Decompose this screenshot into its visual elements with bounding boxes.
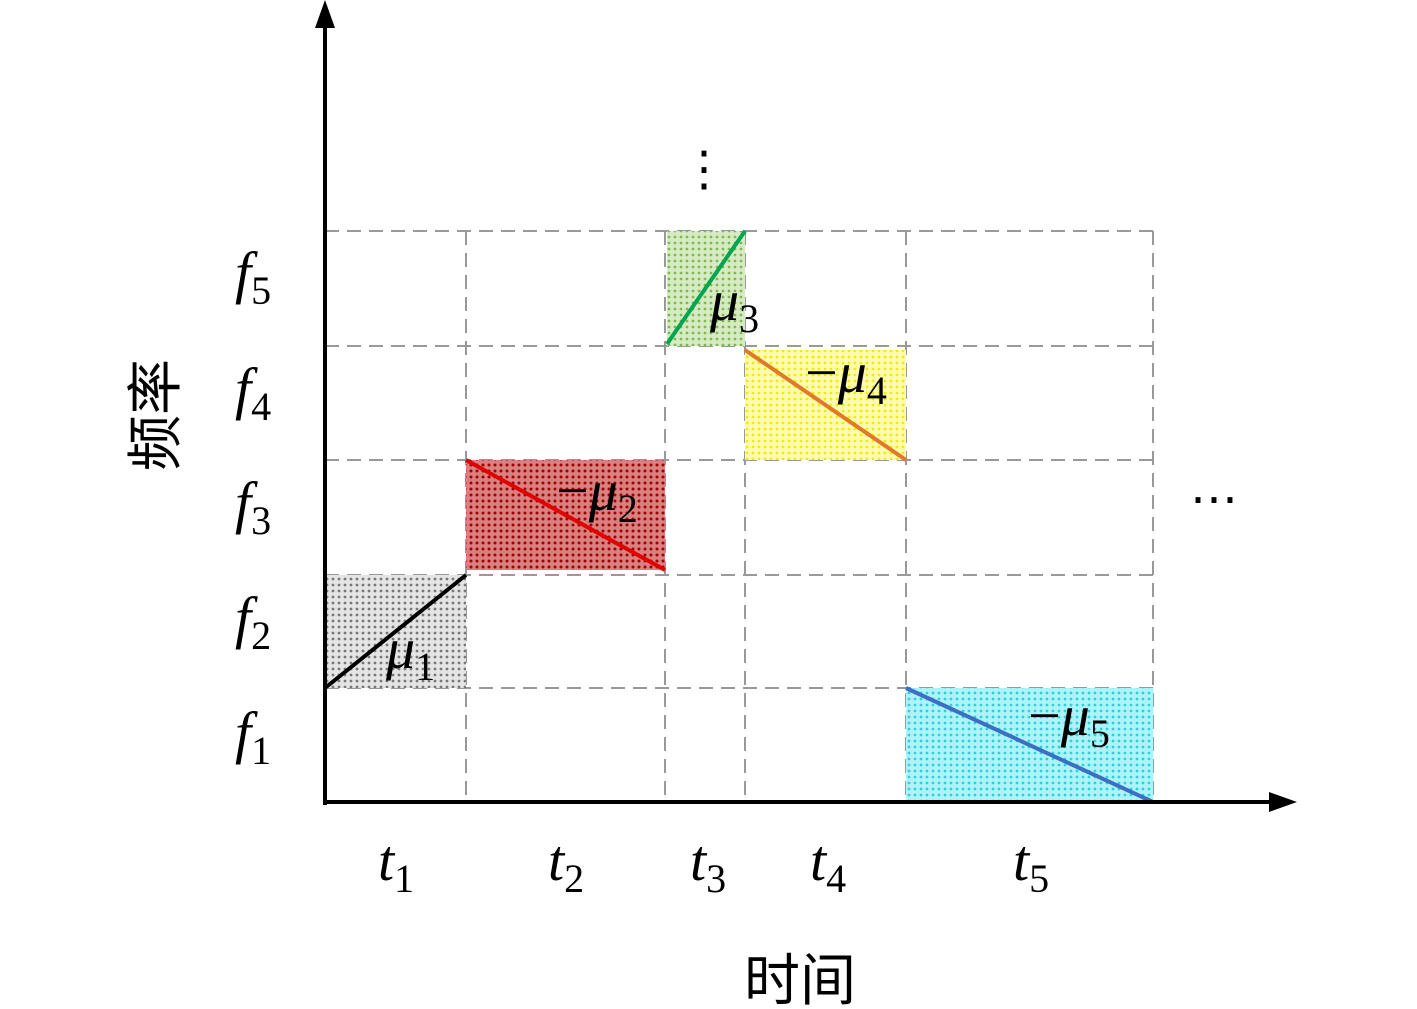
symbol: μ <box>588 458 618 523</box>
chirp-line <box>743 348 908 462</box>
x-axis-arrow <box>1269 792 1297 812</box>
symbol: t <box>1013 828 1031 893</box>
symbol: μ <box>1060 683 1090 748</box>
regions <box>323 229 1154 804</box>
x-axis-label: 时间 <box>744 949 856 1009</box>
symbol: μ <box>837 340 867 405</box>
subscript: 4 <box>251 384 271 429</box>
vertical-ellipsis: ⋮ <box>680 141 728 197</box>
frequency-label: f1 <box>235 700 271 773</box>
subscript: 2 <box>251 613 271 658</box>
chirp-rate-label: −μ4 <box>805 340 887 413</box>
sign: − <box>556 458 589 523</box>
subscript: 3 <box>251 498 271 543</box>
sign: − <box>1028 683 1061 748</box>
subscript: 4 <box>826 856 846 901</box>
chirp-rate-label: −μ2 <box>556 458 638 531</box>
subscript: 5 <box>1090 711 1110 756</box>
frequency-label: f5 <box>235 240 271 313</box>
symbol: t <box>548 828 566 893</box>
chirp-rate-label: μ3 <box>709 268 759 341</box>
sign: − <box>805 340 838 405</box>
time-label: t4 <box>810 828 846 901</box>
symbol: μ <box>385 616 415 681</box>
chirp-line <box>665 229 747 346</box>
frequency-label: f2 <box>235 585 271 658</box>
chirp-line <box>465 458 666 572</box>
subscript: 1 <box>415 644 435 689</box>
chirp-line <box>905 686 1154 804</box>
subscript: 2 <box>618 486 638 531</box>
chirp-rate-label: μ1 <box>385 616 435 689</box>
subscript: 5 <box>251 268 271 313</box>
subscript: 1 <box>394 856 414 901</box>
subscript: 1 <box>251 728 271 773</box>
y-axis-arrow <box>315 0 335 28</box>
subscript: 5 <box>1029 856 1049 901</box>
chirp-line <box>323 573 468 690</box>
y-axis-label: 频率 <box>124 359 189 471</box>
time-label: t1 <box>378 828 414 901</box>
frequency-label: f4 <box>235 356 271 429</box>
chirp-rate-label: −μ5 <box>1028 683 1110 756</box>
frequency-label: f3 <box>235 470 271 543</box>
symbol: μ <box>709 268 739 333</box>
symbol: t <box>378 828 396 893</box>
subscript: 2 <box>564 856 584 901</box>
subscript: 3 <box>739 296 759 341</box>
time-label: t5 <box>1013 828 1049 901</box>
subscript: 4 <box>867 368 887 413</box>
time-label: t2 <box>548 828 584 901</box>
subscript: 3 <box>706 856 726 901</box>
symbol: t <box>690 828 708 893</box>
horizontal-ellipsis: ⋯ <box>1190 471 1238 527</box>
time-label: t3 <box>690 828 726 901</box>
symbol: t <box>810 828 828 893</box>
